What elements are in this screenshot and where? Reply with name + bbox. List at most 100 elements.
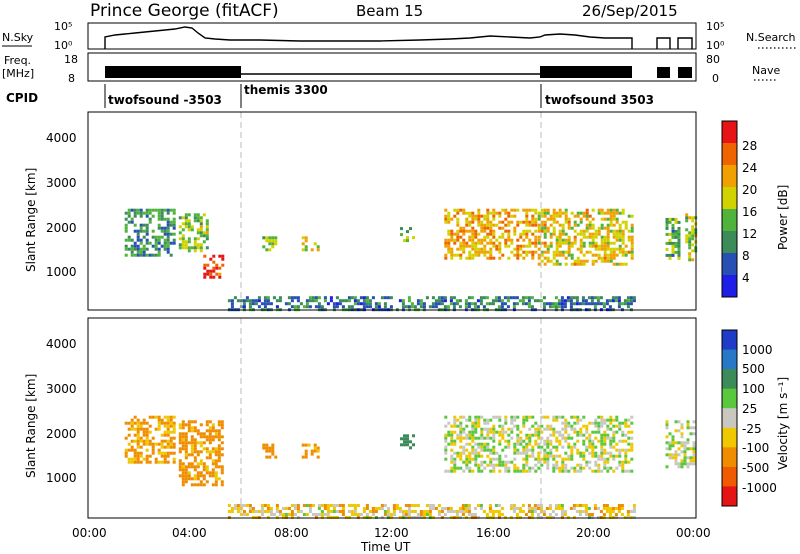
power-cell: [591, 244, 595, 248]
power-cell: [486, 226, 490, 230]
power-cell: [160, 229, 164, 233]
power-cell: [450, 253, 454, 257]
power-cell: [212, 269, 216, 273]
velocity-cell: [127, 448, 131, 452]
power-cell: [611, 299, 615, 303]
power-cell: [477, 253, 481, 257]
power-cell: [549, 235, 553, 239]
velocity-cell: [406, 440, 409, 444]
power-cell: [160, 214, 164, 218]
power-cell: [584, 302, 588, 306]
velocity-cell: [668, 453, 672, 457]
velocity-cell: [169, 430, 173, 434]
velocity-cell: [555, 439, 559, 443]
velocity-cell: [555, 436, 559, 440]
velocity-cell: [567, 424, 571, 428]
power-cell: [477, 220, 481, 224]
velocity-cell: [350, 510, 354, 513]
velocity-cell: [169, 421, 173, 425]
velocity-cell: [570, 454, 574, 458]
power-cell: [498, 211, 502, 215]
power-cell: [575, 299, 579, 303]
power-cell: [531, 256, 535, 260]
velocity-cell: [181, 462, 185, 466]
power-cell: [552, 220, 556, 224]
velocity-cell: [534, 439, 538, 443]
velocity-cell: [178, 423, 182, 427]
power-cell: [591, 238, 595, 242]
velocity-cell: [683, 450, 687, 454]
power-cell: [187, 246, 191, 250]
velocity-cell: [614, 507, 618, 510]
velocity-cell: [603, 466, 607, 470]
velocity-cell: [627, 430, 631, 434]
velocity-cell: [217, 420, 221, 424]
velocity-cell: [190, 453, 194, 457]
velocity-cell: [546, 424, 550, 428]
velocity-cell: [489, 460, 493, 464]
power-cell: [157, 241, 161, 245]
velocity-cell: [540, 457, 544, 461]
velocity-cell: [620, 504, 624, 507]
velocity-cell: [166, 442, 170, 446]
velocity-cell: [486, 463, 490, 467]
power-cell: [564, 232, 568, 236]
power-cell: [471, 253, 475, 257]
freq-block-2: [540, 66, 632, 78]
power-cell: [555, 250, 559, 254]
power-cell: [579, 229, 583, 233]
power-cell: [157, 247, 161, 251]
power-cell: [431, 302, 435, 306]
freq-block-1: [105, 66, 241, 78]
power-cell: [486, 220, 490, 224]
velocity-cell: [181, 423, 185, 427]
power-cell: [480, 223, 484, 227]
power-cell: [124, 217, 128, 221]
velocity-cell: [465, 457, 469, 461]
power-cell: [558, 238, 562, 242]
velocity-cell: [145, 430, 149, 434]
velocity-cell: [304, 455, 308, 459]
power-cell: [205, 222, 209, 226]
velocity-cell: [522, 439, 526, 443]
power-cell: [534, 208, 538, 212]
power-panel: 1000 2000 3000 4000 Slant Range [km]: [24, 111, 698, 312]
power-cell: [296, 299, 300, 303]
power-cell: [489, 250, 493, 254]
power-cell: [456, 229, 460, 233]
velocity-cell: [453, 442, 457, 446]
velocity-cell: [582, 433, 586, 437]
power-cell: [485, 302, 489, 306]
velocity-cell: [632, 510, 636, 513]
velocity-cell: [205, 435, 209, 439]
velocity-cell: [597, 439, 601, 443]
velocity-cell: [304, 443, 308, 447]
velocity-cbar-swatch: [722, 330, 737, 351]
velocity-cell: [211, 471, 215, 475]
power-cell: [579, 232, 583, 236]
velocity-cell: [617, 504, 621, 507]
power-cell: [359, 296, 363, 300]
power-cell: [671, 235, 675, 239]
power-cell: [254, 302, 258, 306]
velocity-cell: [459, 424, 463, 428]
power-cell: [353, 299, 357, 303]
power-cell: [498, 247, 502, 251]
power-cell: [127, 235, 131, 239]
velocity-cell: [567, 436, 571, 440]
velocity-cell: [462, 451, 466, 455]
power-cell: [145, 232, 149, 236]
velocity-cell: [561, 463, 565, 467]
power-cell: [157, 217, 161, 221]
power-cell: [465, 223, 469, 227]
power-cell: [124, 211, 128, 215]
power-cell: [136, 250, 140, 254]
velocity-cell: [136, 421, 140, 425]
velocity-cell: [486, 454, 490, 458]
velocity-cell: [534, 427, 538, 431]
velocity-cell: [546, 427, 550, 431]
velocity-cell: [172, 424, 176, 428]
power-cell: [593, 302, 597, 306]
velocity-cell: [220, 423, 224, 427]
velocity-cell: [603, 451, 607, 455]
